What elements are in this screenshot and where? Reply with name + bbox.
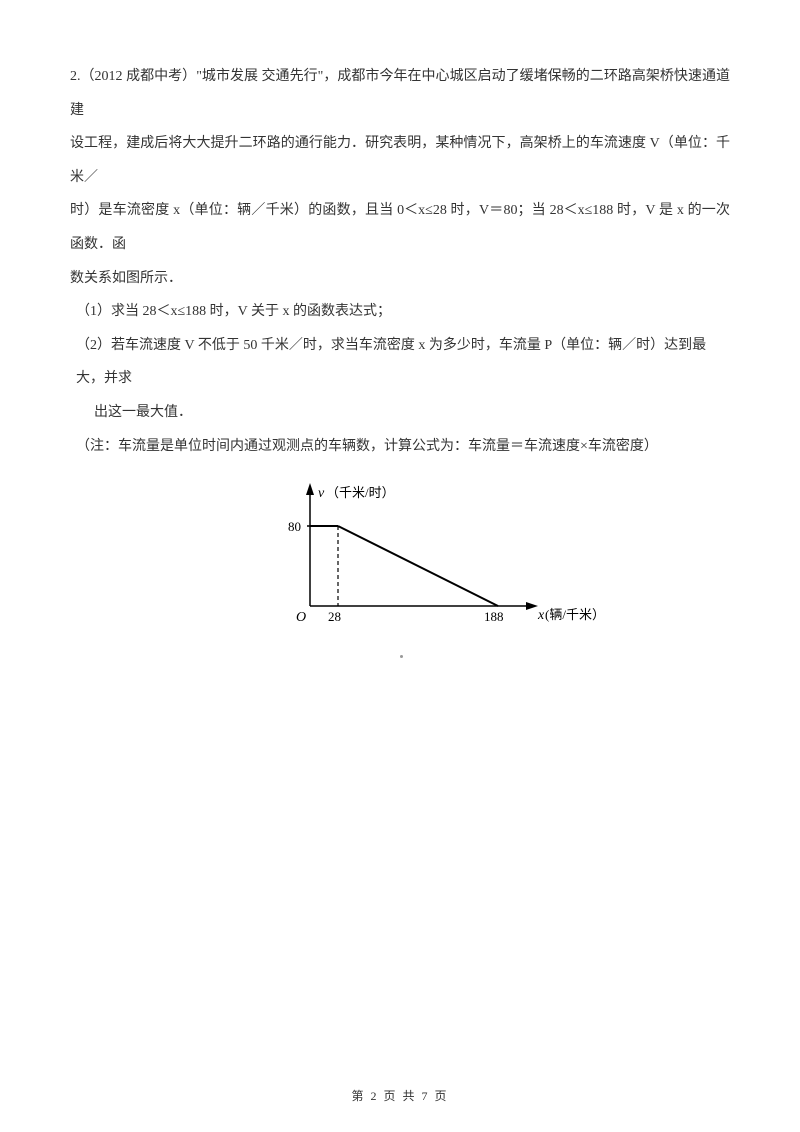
y-axis-unit: （千米/时） (326, 485, 395, 500)
question-1: （1）求当 28＜x≤188 时，V 关于 x 的函数表达式； (70, 295, 730, 329)
x-tick-28: 28 (328, 609, 341, 624)
center-dot (400, 655, 403, 658)
problem-note: （注：车流量是单位时间内通过观测点的车辆数，计算公式为：车流量＝车流速度×车流密… (70, 430, 730, 464)
footer-current: 2 (370, 1089, 378, 1103)
intro-line-2: 时）是车流密度 x（单位：辆／千米）的函数，且当 0＜x≤28 时，V＝80；当… (70, 203, 730, 252)
x-tick-188: 188 (484, 609, 504, 624)
problem-source: （2012 成都中考） (81, 69, 197, 84)
question-2-line-b: 出这一最大值． (70, 396, 730, 430)
footer-suffix: 页 (435, 1089, 449, 1103)
footer-mid: 页 共 (383, 1089, 416, 1103)
chart-container: v （千米/时） 80 O 28 188 x (辆/千米） (70, 471, 730, 641)
y-tick-80: 80 (288, 519, 301, 534)
footer-prefix: 第 (351, 1089, 365, 1103)
x-axis-label: x (537, 608, 545, 623)
origin-label: O (296, 610, 306, 625)
question-2-line-a: （2）若车流速度 V 不低于 50 千米／时，求当车流密度 x 为多少时，车流量… (70, 329, 730, 396)
x-axis-unit: (辆/千米） (545, 607, 600, 622)
velocity-chart: v （千米/时） 80 O 28 188 x (辆/千米） (260, 471, 600, 641)
intro-line-3: 数关系如图所示． (70, 271, 182, 286)
footer-total: 7 (422, 1089, 430, 1103)
problem-number: 2. (70, 69, 81, 84)
page-footer: 第 2 页 共 7 页 (0, 1087, 800, 1104)
problem-body: 2.（2012 成都中考）"城市发展 交通先行"，成都市今年在中心城区启动了缓堵… (70, 60, 730, 295)
intro-line-1: 设工程，建成后将大大提升二环路的通行能力．研究表明，某种情况下，高架桥上的车流速… (70, 136, 730, 185)
y-axis-label: v (318, 486, 325, 501)
